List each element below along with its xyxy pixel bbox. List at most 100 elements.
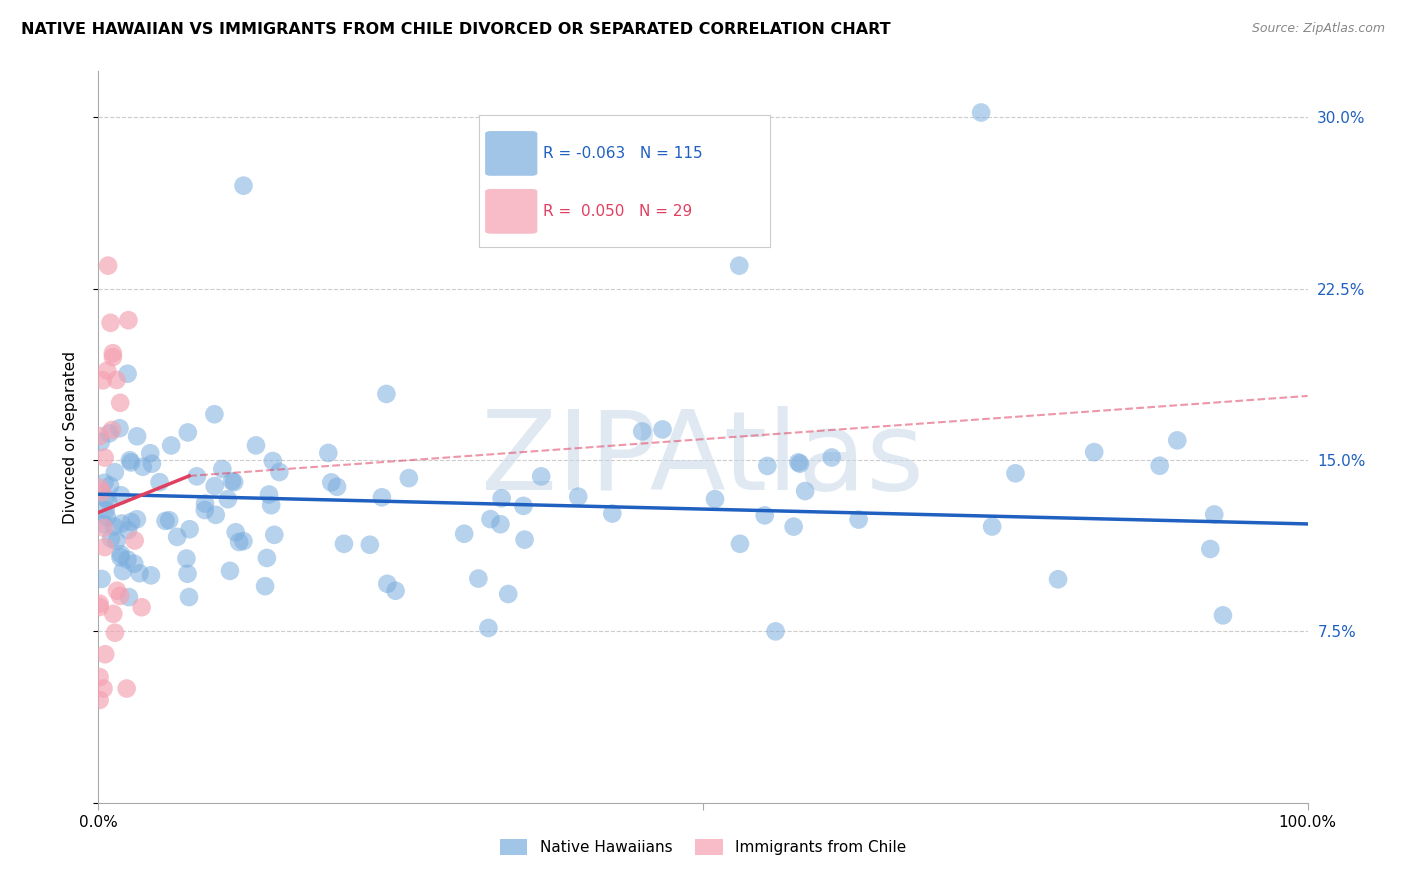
Point bbox=[108, 589, 131, 603]
Point bbox=[221, 475, 243, 489]
Point bbox=[117, 313, 139, 327]
Point bbox=[90, 435, 112, 450]
Point bbox=[375, 387, 398, 401]
Point bbox=[359, 538, 381, 552]
Point bbox=[232, 534, 254, 549]
Point bbox=[375, 576, 398, 591]
Point bbox=[120, 455, 142, 469]
Point bbox=[118, 453, 141, 467]
Point bbox=[513, 533, 536, 547]
Point bbox=[139, 446, 162, 460]
Point bbox=[132, 459, 155, 474]
Point bbox=[204, 508, 226, 522]
Point bbox=[567, 490, 589, 504]
Point bbox=[1004, 467, 1026, 481]
Point bbox=[93, 450, 115, 465]
Point bbox=[254, 579, 277, 593]
Point bbox=[224, 475, 246, 490]
Point bbox=[530, 469, 553, 483]
Point bbox=[91, 516, 114, 531]
Point bbox=[704, 492, 727, 507]
Point bbox=[125, 512, 148, 526]
Point bbox=[96, 510, 118, 524]
Point bbox=[467, 572, 489, 586]
Point bbox=[789, 457, 811, 471]
Point bbox=[101, 346, 124, 360]
Text: Source: ZipAtlas.com: Source: ZipAtlas.com bbox=[1251, 22, 1385, 36]
Point bbox=[219, 564, 242, 578]
Point bbox=[217, 492, 239, 507]
Point bbox=[110, 550, 132, 565]
Point bbox=[1212, 608, 1234, 623]
Point bbox=[204, 407, 226, 421]
Point bbox=[384, 583, 406, 598]
Point bbox=[104, 625, 127, 640]
Point bbox=[100, 532, 122, 546]
Point bbox=[269, 465, 291, 479]
Point bbox=[105, 583, 128, 598]
Point bbox=[117, 523, 139, 537]
Point bbox=[93, 681, 115, 696]
Point bbox=[848, 512, 870, 526]
Point bbox=[263, 528, 285, 542]
Point bbox=[93, 475, 115, 490]
Point bbox=[148, 475, 170, 490]
Point bbox=[326, 480, 349, 494]
Point bbox=[110, 488, 132, 502]
Point bbox=[477, 621, 499, 635]
Point bbox=[157, 513, 180, 527]
Point bbox=[491, 491, 513, 506]
Point bbox=[225, 525, 247, 540]
Point bbox=[118, 590, 141, 604]
Point bbox=[651, 422, 673, 436]
Point bbox=[90, 572, 112, 586]
Point bbox=[981, 519, 1004, 533]
Point bbox=[117, 552, 139, 566]
Point bbox=[1047, 572, 1070, 586]
Point bbox=[111, 564, 134, 578]
Point bbox=[120, 515, 142, 529]
Point bbox=[94, 647, 117, 661]
Point bbox=[101, 423, 124, 437]
Point bbox=[321, 475, 343, 490]
Point bbox=[534, 167, 557, 181]
Point bbox=[177, 425, 200, 440]
Point bbox=[512, 499, 534, 513]
Point bbox=[631, 425, 654, 439]
Point bbox=[176, 566, 198, 581]
Point bbox=[108, 396, 131, 410]
Point bbox=[600, 507, 623, 521]
Point bbox=[117, 367, 139, 381]
Point bbox=[754, 508, 776, 523]
Point bbox=[204, 479, 226, 493]
Point bbox=[256, 550, 278, 565]
Point bbox=[124, 533, 146, 548]
Point bbox=[194, 496, 217, 510]
Point bbox=[115, 681, 138, 696]
Point bbox=[489, 517, 512, 532]
Point bbox=[970, 105, 993, 120]
Point bbox=[1204, 508, 1226, 522]
Point bbox=[89, 597, 111, 611]
Point bbox=[91, 485, 114, 500]
Point bbox=[105, 534, 128, 549]
Point bbox=[128, 566, 150, 581]
Point bbox=[479, 512, 502, 526]
Point bbox=[93, 521, 115, 535]
Point bbox=[139, 568, 162, 582]
Point bbox=[105, 373, 128, 387]
Point bbox=[98, 479, 121, 493]
Point bbox=[89, 481, 111, 495]
Point bbox=[97, 494, 120, 508]
Point bbox=[211, 462, 233, 476]
Point bbox=[228, 535, 250, 549]
Point bbox=[160, 438, 183, 452]
Point bbox=[765, 624, 787, 639]
Point bbox=[782, 519, 804, 533]
Point bbox=[131, 600, 153, 615]
Point bbox=[257, 487, 280, 501]
Point bbox=[108, 421, 131, 435]
Point bbox=[232, 178, 254, 193]
Point bbox=[127, 429, 149, 443]
Point bbox=[89, 693, 111, 707]
